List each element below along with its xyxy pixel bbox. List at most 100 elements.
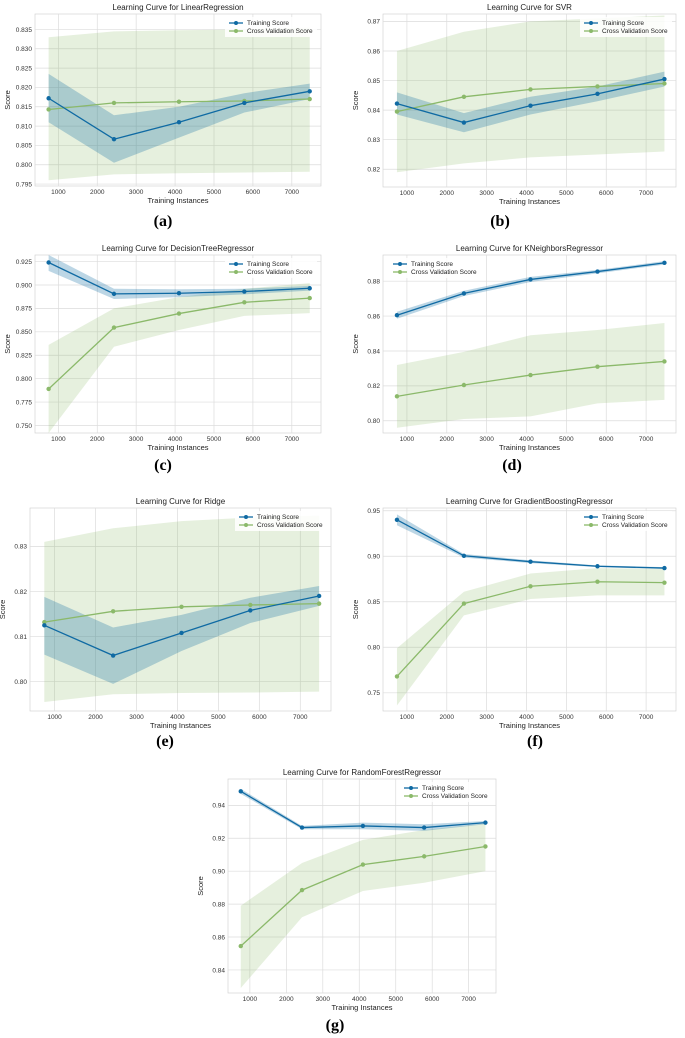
cv-score-point [248,602,253,608]
cv-score-point [461,94,467,100]
subfigure-label: (d) [502,457,522,474]
x-tick-label: 1000 [243,996,258,1003]
x-tick-label: 1000 [51,436,66,443]
y-tick-label: 0.83 [14,544,27,551]
y-tick-label: 0.86 [212,934,225,941]
legend-label: Training Score [422,785,464,792]
y-tick-label: 0.795 [16,181,33,188]
x-tick-label: 3000 [479,714,494,721]
y-tick-label: 0.95 [367,508,380,515]
training-score-point [595,564,600,569]
y-tick-label: 0.805 [16,143,33,150]
chart-gradient-boosting-regressor: 1000 2000 3000 4000 5000 6000 7000 0.75 0.80 0.85… [340,490,685,750]
cv-score-point [179,604,184,609]
y-tick-label: 0.85 [367,78,380,85]
legend-marker [244,515,248,519]
chart-linear-regression: 1000 2000 3000 4000 5000 6000 7000 0.795 0.800 0.… [0,0,330,230]
y-tick-label: 0.900 [16,282,33,289]
y-tick-label: 0.86 [367,313,380,320]
x-tick-label: 6000 [599,436,614,443]
legend-label: Cross Validation Score [257,522,323,529]
training-score-point [238,789,243,794]
y-tick-label: 0.80 [14,679,27,686]
legend-marker [409,794,413,798]
plot-area [29,507,332,712]
x-tick-label: 4000 [519,714,534,721]
training-score-point [110,653,116,658]
chart-title: Learning Curve for RandomForestRegressor [283,768,442,777]
y-tick-label: 0.88 [367,278,380,285]
x-tick-label: 6000 [425,996,440,1003]
cv-score-point [110,609,116,614]
cv-score-point [461,382,467,388]
x-tick-label: 7000 [293,714,308,721]
x-tick-label: 2000 [279,996,294,1003]
y-tick-label: 0.84 [212,967,225,974]
y-tick-label: 0.83 [367,137,380,144]
x-axis-label: Training Instances [331,1003,392,1012]
x-tick-label: 6000 [246,436,261,443]
cv-score-point [299,887,305,893]
subfigure-label: (b) [490,213,510,230]
y-axis-label: Score [3,90,12,110]
x-tick-label: 6000 [252,714,267,721]
legend-marker [398,270,402,274]
subfigure-label: (g) [325,1017,345,1034]
training-score-band [240,788,486,831]
cv-score-band [396,15,665,173]
x-tick-label: 7000 [639,190,654,197]
training-score-point [662,260,667,266]
cv-score-band [48,283,310,433]
x-tick-label: 6000 [599,190,614,197]
chart-title: Learning Curve for LinearRegression [112,3,243,12]
cv-score-point [662,81,667,86]
x-tick-label: 5000 [559,190,574,197]
training-score-point [528,277,533,282]
cv-score-point [242,300,247,305]
y-axis-label: Score [0,600,7,620]
cv-score-point [662,359,667,364]
legend-marker [234,21,238,25]
training-score-point [461,291,467,296]
x-tick-label: 3000 [316,996,331,1003]
training-score-point [394,101,400,106]
training-score-point [483,820,488,825]
cv-score-point [238,943,243,949]
cv-score-point [421,854,427,859]
training-score-point [42,623,47,628]
x-tick-label: 7000 [461,996,476,1003]
y-tick-label: 0.82 [367,383,380,390]
y-tick-label: 0.925 [16,259,33,266]
cv-score-point [595,364,600,369]
legend-label: Cross Validation Score [422,793,488,800]
subfigure-label: (f) [527,733,543,750]
training-score-point [111,137,117,142]
training-score-band [48,255,310,300]
training-score-point [307,286,312,291]
cv-score-point [46,107,51,112]
x-tick-label: 5000 [211,714,226,721]
y-tick-label: 0.84 [367,107,380,114]
cv-score-point [176,311,182,316]
legend-label: Cross Validation Score [247,28,313,35]
training-score-point [242,100,247,106]
y-tick-label: 0.800 [16,376,33,383]
cv-score-band [240,823,486,989]
cv-score-point [176,99,182,104]
cv-score-point [528,87,533,92]
legend-label: Training Score [602,20,644,27]
cv-score-point [111,325,117,330]
y-axis-label: Score [351,600,360,620]
legend-marker [589,515,593,519]
y-tick-label: 0.800 [16,162,33,169]
legend-label: Training Score [257,514,299,521]
training-score-point [360,823,366,829]
legend-marker [244,523,248,527]
x-tick-label: 2000 [88,714,103,721]
y-tick-label: 0.85 [367,599,380,606]
